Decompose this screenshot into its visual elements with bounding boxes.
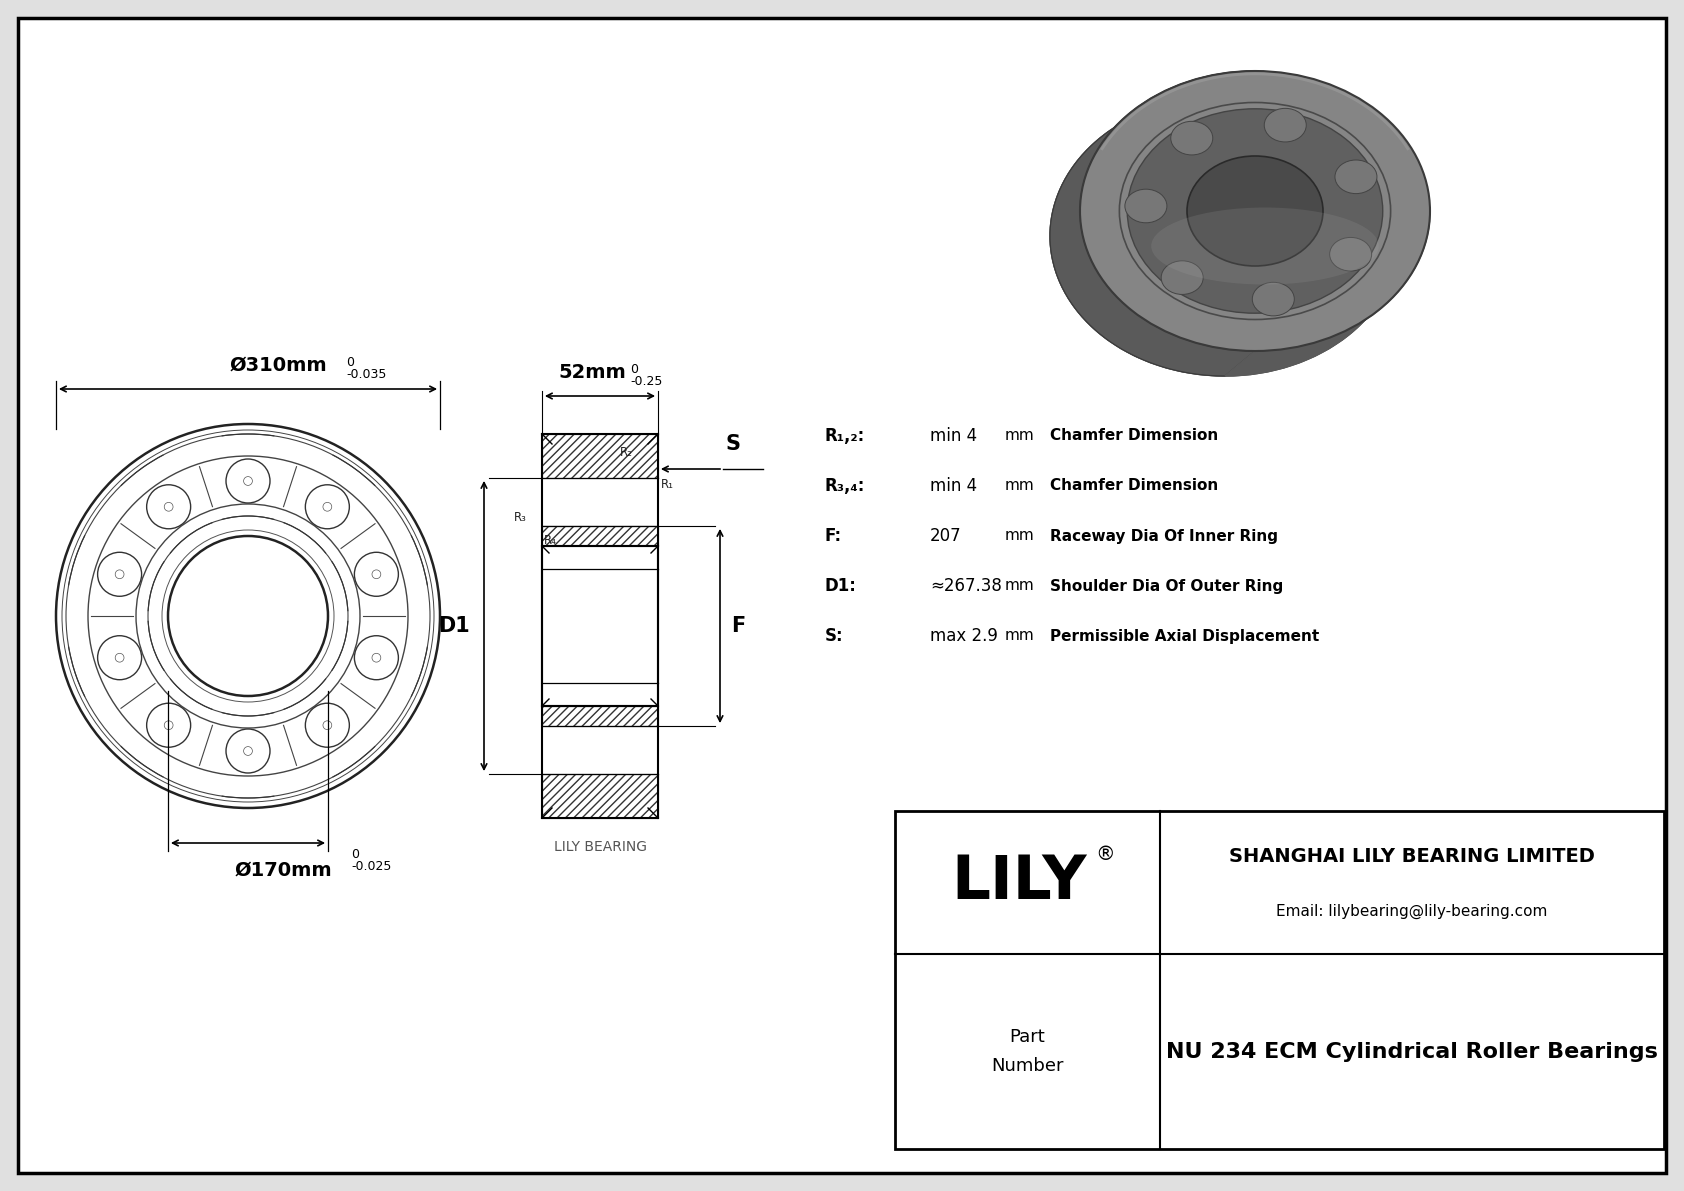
Text: mm: mm — [1005, 429, 1034, 443]
Bar — [546, 569, 653, 682]
Text: F:: F: — [825, 526, 842, 545]
Text: LILY: LILY — [951, 853, 1088, 912]
Text: S:: S: — [825, 626, 844, 646]
Text: R₃,₄:: R₃,₄: — [825, 478, 866, 495]
Text: F: F — [731, 616, 744, 636]
Text: mm: mm — [1005, 629, 1034, 643]
Text: mm: mm — [1005, 479, 1034, 493]
Text: Raceway Dia Of Inner Ring: Raceway Dia Of Inner Ring — [1051, 529, 1278, 543]
Text: Shoulder Dia Of Outer Ring: Shoulder Dia Of Outer Ring — [1051, 579, 1283, 593]
Text: Email: lilybearing@lily-bearing.com: Email: lilybearing@lily-bearing.com — [1276, 904, 1548, 918]
Text: R₁,₂:: R₁,₂: — [825, 428, 866, 445]
Text: R₂: R₂ — [620, 445, 633, 459]
Text: Chamfer Dimension: Chamfer Dimension — [1051, 429, 1218, 443]
Text: mm: mm — [1005, 529, 1034, 543]
Ellipse shape — [1051, 96, 1399, 376]
Text: ≈267.38: ≈267.38 — [930, 576, 1002, 596]
Text: 0: 0 — [350, 848, 359, 861]
Bar — [542, 545, 658, 706]
Ellipse shape — [1079, 71, 1430, 351]
Bar — [542, 774, 658, 818]
Text: LILY BEARING: LILY BEARING — [554, 840, 647, 854]
Text: D1:: D1: — [825, 576, 857, 596]
Bar — [542, 706, 658, 727]
Polygon shape — [1051, 71, 1255, 376]
Text: 207: 207 — [930, 526, 962, 545]
Text: S: S — [726, 434, 741, 454]
Text: NU 234 ECM Cylindrical Roller Bearings: NU 234 ECM Cylindrical Roller Bearings — [1165, 1041, 1659, 1061]
Polygon shape — [1224, 211, 1430, 376]
Text: R₁: R₁ — [662, 478, 674, 491]
Ellipse shape — [1162, 261, 1202, 294]
Text: ®: ® — [1096, 844, 1115, 863]
Text: 0: 0 — [345, 356, 354, 369]
Text: Part
Number: Part Number — [992, 1028, 1064, 1075]
Text: Chamfer Dimension: Chamfer Dimension — [1051, 479, 1218, 493]
Text: Ø170mm: Ø170mm — [234, 861, 332, 880]
Ellipse shape — [1265, 108, 1307, 142]
Text: R₄: R₄ — [544, 534, 557, 547]
Ellipse shape — [1170, 121, 1212, 155]
Bar — [542, 434, 658, 478]
Text: -0.25: -0.25 — [630, 375, 662, 388]
Ellipse shape — [1253, 282, 1295, 316]
Text: 0: 0 — [630, 363, 638, 376]
Text: SHANGHAI LILY BEARING LIMITED: SHANGHAI LILY BEARING LIMITED — [1229, 847, 1595, 866]
Text: mm: mm — [1005, 579, 1034, 593]
Text: D1: D1 — [438, 616, 470, 636]
Text: 52mm: 52mm — [557, 363, 626, 382]
Ellipse shape — [1335, 160, 1378, 194]
Text: Permissible Axial Displacement: Permissible Axial Displacement — [1051, 629, 1319, 643]
Bar — [542, 526, 658, 545]
Ellipse shape — [1187, 156, 1324, 266]
Ellipse shape — [1125, 189, 1167, 223]
Text: max 2.9: max 2.9 — [930, 626, 999, 646]
Text: Ø310mm: Ø310mm — [229, 356, 327, 375]
Ellipse shape — [1157, 181, 1293, 291]
Text: min 4: min 4 — [930, 478, 977, 495]
Text: -0.035: -0.035 — [345, 368, 386, 381]
Text: -0.025: -0.025 — [350, 860, 391, 873]
Text: min 4: min 4 — [930, 428, 977, 445]
Bar — [894, 811, 1664, 1149]
Ellipse shape — [1152, 207, 1379, 285]
Text: R₃: R₃ — [514, 511, 527, 524]
Ellipse shape — [1127, 108, 1383, 313]
Ellipse shape — [1330, 237, 1372, 272]
